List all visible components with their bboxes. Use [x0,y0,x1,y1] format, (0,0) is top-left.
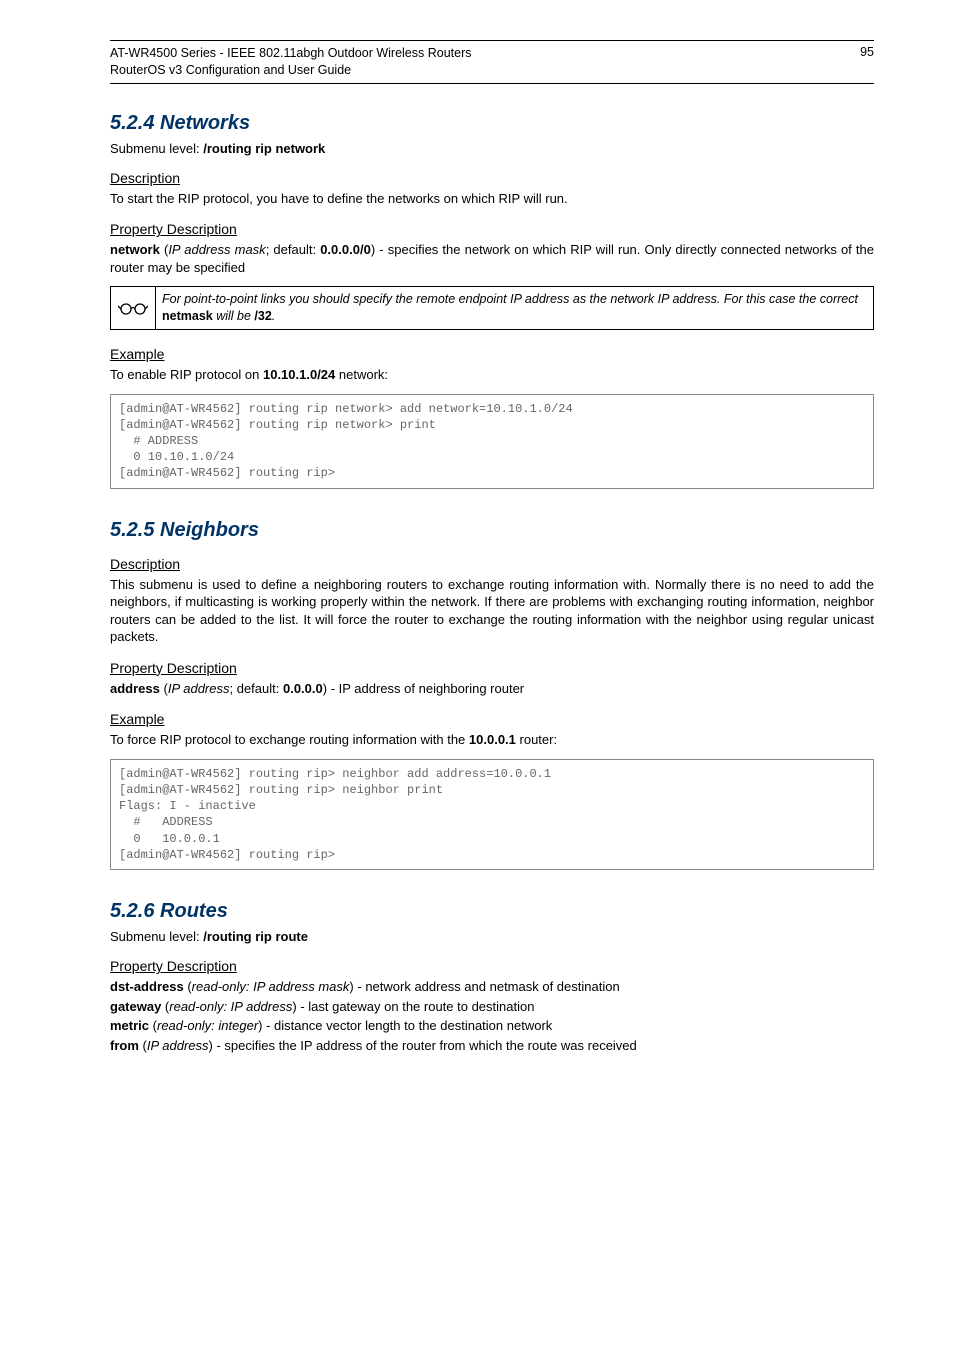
networks-property-line: network (IP address mask; default: 0.0.0… [110,241,874,276]
submenu-label: Submenu level: [110,141,203,156]
section-routes-title: 5.2.6 Routes [110,900,874,923]
note-b1: netmask [162,309,213,323]
prop-type: IP address mask [168,242,265,257]
note-text: For point-to-point links you should spec… [156,287,873,329]
ex-b: 10.10.1.0/24 [263,367,335,382]
prop-name: dst-address [110,979,184,994]
neighbors-example-intro: To force RIP protocol to exchange routin… [110,731,874,749]
prop-default: 0.0.0.0/0 [320,242,371,257]
section-networks-title: 5.2.4 Networks [110,112,874,135]
networks-description-text: To start the RIP protocol, you have to d… [110,190,874,208]
page-header: AT-WR4500 Series - IEEE 802.11abgh Outdo… [110,40,874,84]
networks-example-heading: Example [110,346,874,362]
section-neighbors-title: 5.2.5 Neighbors [110,519,874,542]
note-post: . [272,309,275,323]
prop-name: metric [110,1018,149,1033]
neighbors-description-text: This submenu is used to define a neighbo… [110,576,874,646]
networks-description-heading: Description [110,170,874,186]
routes-prop-2: metric (read-only: integer) - distance v… [110,1017,874,1035]
prop-type: read-only: IP address mask [192,979,350,994]
neighbors-property-heading: Property Description [110,660,874,676]
prop-post: ) - IP address of neighboring router [323,681,524,696]
neighbors-description-heading: Description [110,556,874,572]
note-pre: For point-to-point links you should spec… [162,292,858,306]
networks-submenu: Submenu level: /routing rip network [110,141,874,156]
prop-desc: - last gateway on the route to destinati… [297,999,535,1014]
neighbors-example-heading: Example [110,711,874,727]
header-line1: AT-WR4500 Series - IEEE 802.11abgh Outdo… [110,45,472,62]
routes-property-heading: Property Description [110,958,874,974]
prop-default: 0.0.0.0 [283,681,323,696]
submenu-label: Submenu level: [110,929,203,944]
prop-type: read-only: IP address [169,999,292,1014]
networks-property-heading: Property Description [110,221,874,237]
note-b2: /32 [254,309,271,323]
ex-b: 10.0.0.1 [469,732,516,747]
submenu-value: /routing rip network [203,141,325,156]
prop-name: network [110,242,160,257]
prop-desc: - distance vector length to the destinat… [263,1018,553,1033]
prop-pre: ( [160,681,168,696]
prop-type: IP address [168,681,230,696]
routes-prop-3: from (IP address) - specifies the IP add… [110,1037,874,1055]
neighbors-code-block: [admin@AT-WR4562] routing rip> neighbor … [110,759,874,870]
prop-mid: ; default: [266,242,321,257]
glasses-icon [111,287,156,329]
routes-submenu: Submenu level: /routing rip route [110,929,874,944]
page-number: 95 [860,45,874,79]
routes-prop-1: gateway (read-only: IP address) - last g… [110,998,874,1016]
networks-note-box: For point-to-point links you should spec… [110,286,874,330]
networks-code-block: [admin@AT-WR4562] routing rip network> a… [110,394,874,489]
prop-type: IP address [147,1038,209,1053]
header-title-block: AT-WR4500 Series - IEEE 802.11abgh Outdo… [110,45,472,79]
ex-post: network: [335,367,388,382]
prop-name: gateway [110,999,161,1014]
note-mid: will be [213,309,255,323]
prop-name: from [110,1038,139,1053]
routes-prop-0: dst-address (read-only: IP address mask)… [110,978,874,996]
networks-example-intro: To enable RIP protocol on 10.10.1.0/24 n… [110,366,874,384]
prop-mid: ; default: [230,681,283,696]
ex-post: router: [516,732,557,747]
prop-desc: - network address and netmask of destina… [354,979,620,994]
prop-desc: - specifies the IP address of the router… [213,1038,637,1053]
prop-name: address [110,681,160,696]
neighbors-property-line: address (IP address; default: 0.0.0.0) -… [110,680,874,698]
ex-pre: To enable RIP protocol on [110,367,263,382]
header-line2: RouterOS v3 Configuration and User Guide [110,62,472,79]
ex-pre: To force RIP protocol to exchange routin… [110,732,469,747]
prop-type: read-only: integer [157,1018,258,1033]
submenu-value: /routing rip route [203,929,308,944]
